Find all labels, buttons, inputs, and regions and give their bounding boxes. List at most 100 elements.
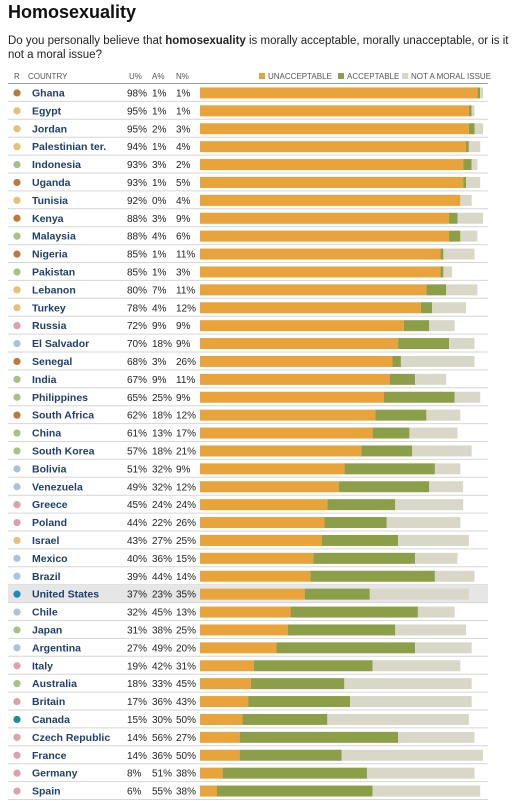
bar-not-moral — [400, 355, 475, 367]
table-row: Japan 31% 38% 25% — [8, 624, 488, 639]
acceptable-value: 4% — [152, 232, 167, 243]
bar-acceptable — [468, 123, 475, 135]
acceptable-value: 51% — [152, 769, 172, 780]
country-name: Kenya — [32, 213, 64, 225]
region-dot — [13, 143, 21, 151]
table-row: Pakistan 85% 1% 3% — [8, 266, 488, 281]
table-row: Brazil 39% 44% 14% — [8, 570, 488, 586]
acceptable-value: 9% — [152, 321, 167, 332]
country-name: Russia — [32, 320, 67, 332]
country-name: Czech Republic — [32, 732, 110, 744]
bar-unacceptable — [200, 230, 450, 242]
acceptable-value: 32% — [152, 482, 172, 493]
bar-acceptable — [449, 212, 458, 224]
bar-unacceptable — [200, 570, 311, 582]
not-moral-value: 31% — [176, 661, 196, 672]
not-moral-value: 3% — [176, 267, 191, 278]
bar-unacceptable — [200, 248, 441, 260]
bar-not-moral — [372, 660, 461, 672]
bar-acceptable — [468, 105, 472, 117]
unacceptable-value: 49% — [127, 482, 147, 493]
bar-unacceptable — [200, 767, 223, 779]
region-dot — [13, 483, 21, 491]
bar-acceptable — [477, 87, 481, 99]
question-text-before: Do you personally believe that — [8, 35, 166, 47]
region-dot — [13, 357, 21, 366]
bar-not-moral — [432, 302, 467, 314]
survey-question: Do you personally believe that homosexua… — [8, 34, 513, 62]
unacceptable-value: 8% — [127, 769, 142, 780]
column-header-country: COUNTRY — [28, 72, 68, 81]
table-row: Turkey 78% 4% 12% — [8, 302, 488, 317]
table-row: Italy 19% 42% 31% — [8, 660, 488, 675]
not-moral-value: 5% — [176, 178, 191, 189]
bar-not-moral — [395, 499, 464, 511]
bar-unacceptable — [200, 624, 288, 636]
bar-not-moral — [460, 230, 478, 242]
bar-not-moral — [460, 194, 472, 206]
bar-unacceptable — [200, 517, 325, 529]
region-dot — [13, 125, 21, 133]
bar-acceptable — [242, 713, 328, 725]
bar-not-moral — [417, 606, 455, 618]
bar-acceptable — [372, 427, 410, 439]
country-name: India — [32, 374, 57, 386]
country-name: Greece — [32, 499, 68, 511]
table-row: India 67% 9% 11% — [8, 373, 488, 389]
country-name: Venezuela — [32, 481, 83, 493]
bar-acceptable — [287, 624, 396, 636]
not-moral-value: 9% — [176, 393, 191, 404]
table-row: Egypt 95% 1% 1% — [8, 105, 488, 120]
unacceptable-value: 88% — [127, 214, 147, 225]
table-row: El Salvador 70% 18% 9% — [8, 338, 488, 353]
bar-unacceptable — [200, 194, 461, 206]
not-moral-value: 4% — [176, 196, 191, 207]
unacceptable-value: 67% — [127, 375, 147, 386]
bar-unacceptable — [200, 588, 305, 600]
bar-not-moral — [395, 624, 467, 636]
rows: Ghana 98% 1% 1% Egypt 95% 1% 1% Jordan 95% 2% 3% Pal… — [8, 87, 488, 800]
unacceptable-value: 61% — [127, 429, 147, 440]
table-row: Bolivia 51% 32% 9% — [8, 463, 488, 478]
not-moral-value: 38% — [176, 787, 196, 798]
region-dot — [13, 697, 21, 706]
bar-not-moral — [412, 445, 472, 457]
acceptable-value: 24% — [152, 500, 172, 511]
table-row: Britain 17% 36% 43% — [8, 696, 488, 711]
bar-unacceptable — [200, 499, 328, 511]
bar-unacceptable — [200, 266, 441, 278]
bar-not-moral — [415, 642, 472, 654]
bar-unacceptable — [200, 785, 217, 797]
acceptable-value: 2% — [152, 124, 167, 135]
acceptable-value: 18% — [152, 411, 172, 422]
bar-unacceptable — [200, 302, 421, 314]
region-dot — [13, 644, 21, 652]
unacceptable-value: 85% — [127, 250, 147, 261]
bar-not-moral — [446, 284, 478, 296]
country-name: Brazil — [32, 571, 61, 583]
country-name: Poland — [32, 517, 67, 529]
bar-acceptable — [463, 176, 467, 188]
table-row: Nigeria 85% 1% 11% — [8, 249, 488, 263]
acceptable-value: 1% — [152, 250, 167, 261]
region-dot — [13, 590, 21, 598]
not-moral-value: 43% — [176, 697, 196, 708]
region-dot — [13, 107, 21, 115]
region-dot — [13, 393, 21, 401]
bar-acceptable — [304, 588, 370, 600]
country-name: Turkey — [32, 302, 66, 314]
bar-acceptable — [463, 159, 472, 171]
legend-label: ACCEPTABLE — [347, 72, 399, 81]
acceptable-value: 3% — [152, 214, 167, 225]
region-dot — [13, 787, 21, 795]
not-moral-value: 14% — [176, 572, 196, 583]
bar-not-moral — [468, 141, 481, 153]
bar-not-moral — [443, 266, 452, 278]
bar-acceptable — [253, 660, 373, 672]
table-row: Argentina 27% 49% 20% — [8, 642, 488, 657]
table-row: Jordan 95% 2% 3% — [8, 123, 488, 138]
acceptable-value: 18% — [152, 339, 172, 350]
bar-not-moral — [429, 481, 464, 493]
bar-acceptable — [344, 463, 435, 475]
